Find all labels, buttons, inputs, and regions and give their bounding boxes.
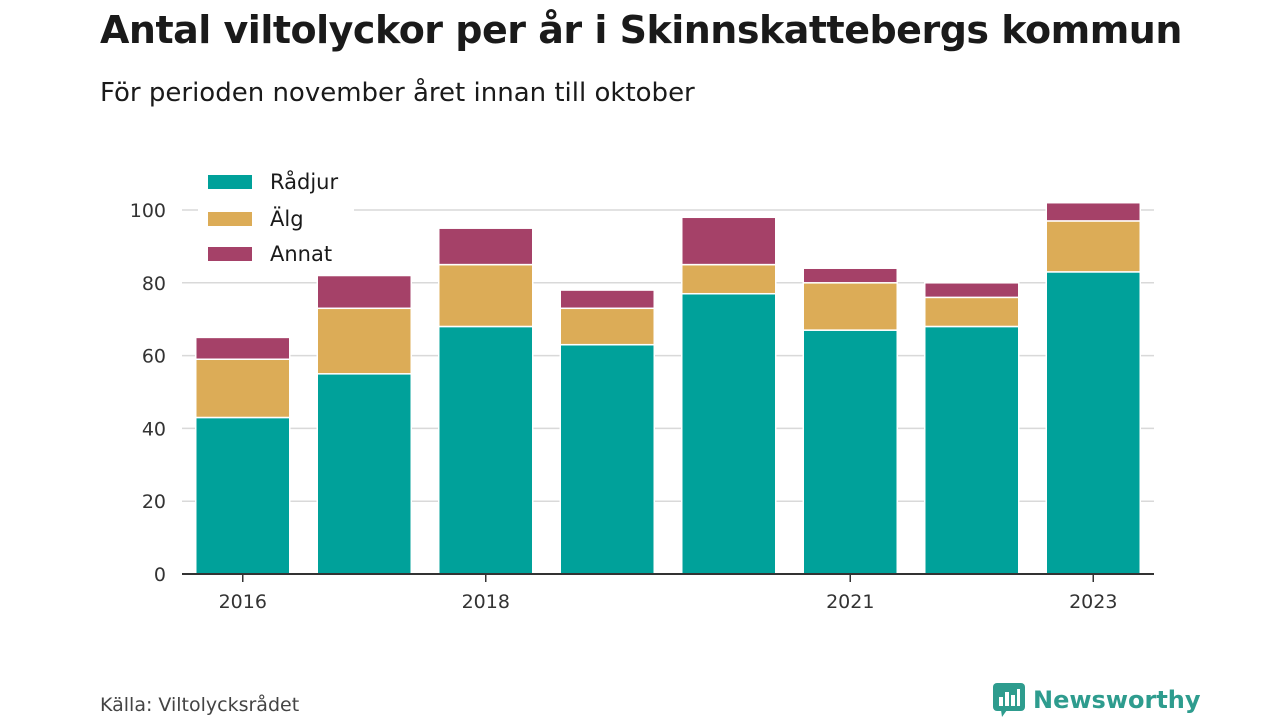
bar-segment bbox=[924, 296, 1020, 328]
y-tick-label: 40 bbox=[142, 418, 166, 440]
legend-swatch bbox=[208, 212, 252, 226]
legend-label: Rådjur bbox=[270, 169, 338, 194]
bar-segment bbox=[802, 282, 898, 331]
y-tick-label: 100 bbox=[130, 200, 166, 222]
bar-segment bbox=[559, 307, 655, 346]
bar-segment bbox=[1045, 201, 1141, 222]
legend-label: Älg bbox=[270, 206, 304, 231]
bar-segment bbox=[438, 325, 534, 575]
y-tick-label: 60 bbox=[142, 346, 166, 368]
brand-logo[interactable]: Newsworthy bbox=[993, 683, 1201, 717]
legend-label: Annat bbox=[270, 242, 332, 266]
x-tick-label: 2016 bbox=[219, 591, 267, 613]
y-tick-label: 20 bbox=[142, 491, 166, 513]
legend-swatch bbox=[208, 247, 252, 261]
chart-subtitle: För perioden november året innan till ok… bbox=[100, 78, 695, 108]
bar-segment bbox=[1045, 220, 1141, 273]
x-tick-label: 2021 bbox=[826, 591, 874, 613]
bar-segment bbox=[924, 325, 1020, 575]
bar-segment bbox=[924, 282, 1020, 299]
newsworthy-logo-icon bbox=[993, 683, 1025, 717]
bar-segment bbox=[681, 292, 777, 575]
source-note: Källa: Viltolycksrådet bbox=[100, 694, 300, 716]
bar-segment bbox=[195, 358, 291, 419]
chart-title: Antal viltolyckor per år i Skinnskattebe… bbox=[100, 8, 1182, 52]
bar-segment bbox=[195, 336, 291, 360]
y-tick-label: 0 bbox=[154, 564, 166, 586]
bar-segment bbox=[195, 416, 291, 575]
bar-segment bbox=[316, 373, 412, 575]
brand-name: Newsworthy bbox=[1033, 686, 1201, 714]
bar-segment bbox=[559, 289, 655, 310]
bar-segment bbox=[559, 343, 655, 575]
bar-segment bbox=[802, 329, 898, 575]
bar-segment bbox=[681, 263, 777, 295]
legend-swatch bbox=[208, 175, 252, 189]
x-tick-label: 2023 bbox=[1069, 591, 1117, 613]
bar-segment bbox=[681, 216, 777, 266]
y-tick-label: 80 bbox=[142, 273, 166, 295]
x-tick-label: 2018 bbox=[462, 591, 510, 613]
bar-segment bbox=[1045, 271, 1141, 575]
bar-segment bbox=[438, 263, 534, 328]
bar-segment bbox=[316, 274, 412, 310]
bar-segment bbox=[802, 267, 898, 284]
bar-segment bbox=[316, 307, 412, 375]
bar-segment bbox=[438, 227, 534, 266]
